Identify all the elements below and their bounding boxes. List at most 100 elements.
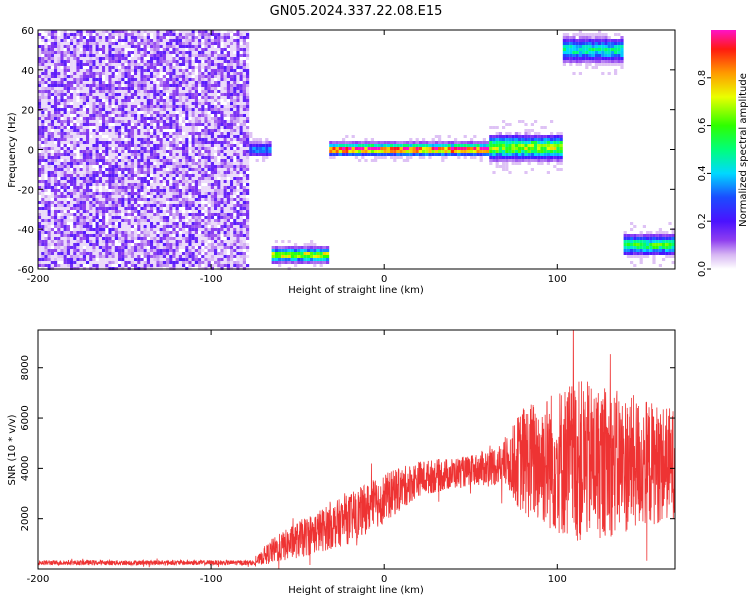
spectrogram-cell — [118, 255, 122, 258]
spectrogram-cell — [166, 132, 170, 135]
spectrogram-cell — [204, 144, 208, 147]
spectrogram-cell — [118, 93, 122, 96]
spectrogram-cell — [217, 204, 221, 207]
spectrogram-cell — [198, 222, 202, 225]
spectrogram-cell — [169, 33, 173, 36]
spectrogram-cell — [137, 51, 141, 54]
spectrogram-cell — [204, 42, 208, 45]
spectrogram-cell — [111, 153, 115, 156]
spectrogram-cell — [150, 99, 154, 102]
spectrogram-cell — [220, 198, 224, 201]
spectrogram-cell — [98, 144, 102, 147]
spectrogram-cell — [47, 108, 51, 111]
spectrogram-cell — [60, 237, 64, 240]
spectrogram-cell — [73, 201, 77, 204]
spectrogram-cell — [287, 246, 291, 249]
spectrogram-cell — [137, 117, 141, 120]
spectrogram-cell — [118, 150, 122, 153]
spectrogram-cell — [95, 216, 99, 219]
spectrogram-cell — [79, 189, 83, 192]
spectrogram-cell — [108, 117, 112, 120]
spectrogram-cell — [226, 228, 230, 231]
spectrogram-cell — [150, 150, 154, 153]
spectrogram-cell — [47, 156, 51, 159]
spectrogram-cell — [134, 222, 138, 225]
spectrogram-cell — [182, 183, 186, 186]
spectrogram-cell — [185, 126, 189, 129]
spectrogram-cell — [38, 66, 42, 69]
spectrogram-cell — [76, 57, 80, 60]
spectrogram-cell — [188, 63, 192, 66]
spectrogram-cell — [242, 135, 246, 138]
spectrogram-cell — [92, 66, 96, 69]
spectrogram-cell — [102, 243, 106, 246]
spectrogram-cell — [153, 36, 157, 39]
spectrogram-cell — [130, 222, 134, 225]
spectrogram-cell — [178, 111, 182, 114]
spectrogram-cell — [108, 111, 112, 114]
spectrogram-cell — [102, 117, 106, 120]
spectrogram-cell — [242, 99, 246, 102]
spectrogram-cell — [118, 105, 122, 108]
spectrogram-cell — [70, 192, 74, 195]
spectrogram-cell — [38, 186, 42, 189]
spectrogram-cell — [188, 177, 192, 180]
spectrogram-cell — [162, 39, 166, 42]
spectrogram-cell — [89, 69, 93, 72]
spectrogram-cell — [44, 183, 48, 186]
spectrogram-cell — [130, 42, 134, 45]
spectrogram-cell — [92, 180, 96, 183]
spectrogram-cell — [105, 96, 109, 99]
spectrogram-cell — [60, 264, 64, 267]
spectrogram-cell — [246, 255, 250, 258]
spectrogram-cell — [66, 132, 70, 135]
spectrogram-cell — [223, 135, 227, 138]
spectrogram-cell — [63, 174, 67, 177]
spectrogram-cell — [175, 237, 179, 240]
spectrogram-cell — [137, 243, 141, 246]
spectrogram-cell — [95, 243, 99, 246]
spectrogram-cell — [140, 183, 144, 186]
spectrogram-cell — [223, 213, 227, 216]
spectrogram-cell — [50, 189, 54, 192]
spectrogram-cell — [178, 87, 182, 90]
spectrogram-cell — [38, 48, 42, 51]
spectrogram-cell — [92, 60, 96, 63]
spectrogram-cell — [242, 237, 246, 240]
spectrogram-cell — [204, 177, 208, 180]
spectrogram-cell — [111, 132, 115, 135]
spectrogram-cell — [274, 246, 278, 249]
spectrogram-cell — [140, 186, 144, 189]
spectrogram-cell — [57, 237, 61, 240]
spectrogram-cell — [134, 150, 138, 153]
spectrogram-cell — [118, 96, 122, 99]
spectrogram-cell — [172, 96, 176, 99]
spectrogram-cell — [169, 126, 173, 129]
spectrogram-cell — [207, 243, 211, 246]
spectrogram-cell — [140, 240, 144, 243]
spectrogram-cell — [41, 180, 45, 183]
spectrogram-cell — [188, 111, 192, 114]
spectrogram-cell — [153, 171, 157, 174]
spectrogram-cell — [44, 240, 48, 243]
spectrogram-cell — [290, 258, 294, 261]
spectrogram-cell — [175, 138, 179, 141]
spectrogram-cell — [185, 129, 189, 132]
spectrogram-cell — [102, 228, 106, 231]
spectrogram-cell — [38, 159, 42, 162]
spectrogram-cell — [210, 174, 214, 177]
spectrogram-cell — [156, 129, 160, 132]
spectrogram-cell — [79, 228, 83, 231]
spectrogram-cell — [153, 102, 157, 105]
spectrogram-cell — [102, 48, 106, 51]
spectrogram-cell — [290, 246, 294, 249]
spectrogram-cell — [201, 255, 205, 258]
spectrogram-cell — [239, 66, 243, 69]
spectrogram-cell — [239, 93, 243, 96]
spectrogram-cell — [79, 57, 83, 60]
spectrogram-cell — [143, 96, 147, 99]
spectrogram-cell — [223, 168, 227, 171]
spectrogram-cell — [210, 177, 214, 180]
spectrogram-cell — [50, 78, 54, 81]
spectrogram-cell — [140, 108, 144, 111]
